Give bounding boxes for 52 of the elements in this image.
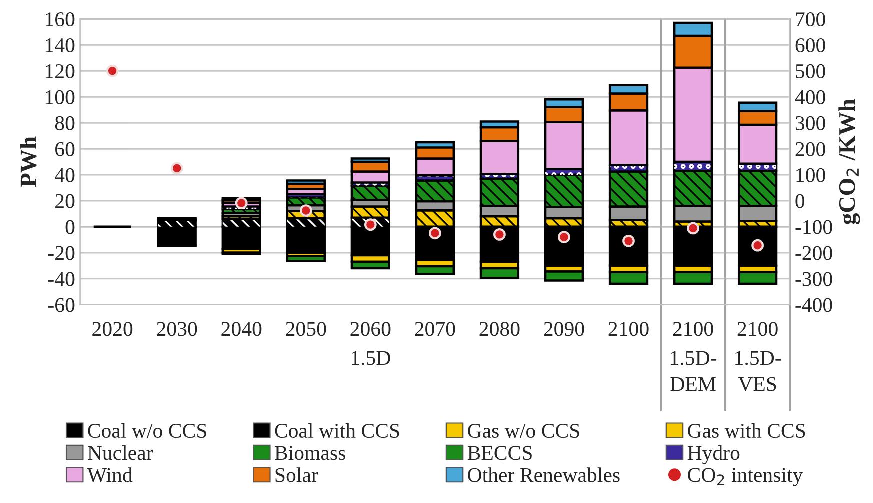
y2-tick-label: 500: [796, 64, 826, 78]
legend-label: Gas with CCS: [688, 423, 806, 438]
legend-label: Biomass: [275, 446, 346, 460]
x-tick-label: 2100: [673, 322, 714, 336]
y2-tick-label: -200: [796, 246, 832, 260]
y2-tick-label: -100: [796, 220, 832, 234]
y2-tick-label: -300: [796, 272, 832, 286]
legend-label: BECCS: [468, 446, 532, 460]
legend-label: Coal with CCS: [275, 423, 400, 438]
x-tick-label: 2070: [415, 322, 456, 336]
y-tick-label: 160: [46, 12, 75, 27]
y-tick-label: 0: [66, 220, 75, 234]
x-tick-label: 2030: [157, 322, 198, 336]
legend-label: Gas w/o CCS: [468, 424, 580, 438]
legend-label: Wind: [87, 468, 133, 482]
text: 1.5D: [352, 351, 390, 366]
x-tick-label: 2020: [92, 322, 133, 336]
x-tick-label: 2100: [738, 322, 778, 336]
y-tick-label: -40: [48, 272, 75, 286]
legend-label: CO$_{2}$ intensity: [688, 468, 804, 487]
x-tick-label: 2080: [480, 322, 520, 336]
x-tick-label: 2060: [350, 322, 391, 336]
y2-tick-label: 0: [796, 194, 805, 208]
y-tick-label: -20: [48, 246, 75, 260]
y-tick-label: 20: [56, 194, 75, 208]
y2-tick-label: -400: [796, 298, 832, 312]
y-tick-label: 100: [46, 90, 75, 104]
legend-label: Nuclear: [88, 446, 154, 460]
text: 1.5D- DEM: [670, 351, 717, 392]
y-tick-label: 60: [56, 142, 75, 156]
y2-tick-label: 100: [796, 168, 826, 182]
legend-label: Other Renewables: [468, 468, 620, 482]
y-tick-label: 140: [46, 38, 75, 53]
y2-tick-label: 300: [796, 116, 826, 130]
y-axis-title: PWh: [20, 136, 37, 188]
y-tick-label: 80: [55, 116, 75, 130]
x-tick-label: 2090: [544, 322, 584, 336]
y-tick-label: 120: [46, 64, 75, 78]
y2-axis-title: gCO$_{2}$ /KWh: [838, 99, 860, 224]
legend-label: Coal w/o CCS: [88, 423, 206, 438]
y2-tick-label: 200: [796, 142, 826, 156]
y2-tick-label: 700: [796, 12, 826, 27]
legend-label: Hydro: [688, 446, 740, 464]
legend-label: Solar: [276, 468, 318, 482]
x-tick-label: 2040: [222, 322, 262, 336]
y2-tick-label: 400: [795, 90, 826, 104]
x-tick-label: 2100: [608, 322, 649, 336]
text: 1.5D- VES: [736, 351, 782, 392]
y2-tick-label: 600: [796, 38, 826, 53]
y-tick-label: -60: [48, 298, 75, 312]
x-tick-label: 2050: [286, 322, 326, 336]
y-tick-label: 40: [55, 168, 75, 182]
